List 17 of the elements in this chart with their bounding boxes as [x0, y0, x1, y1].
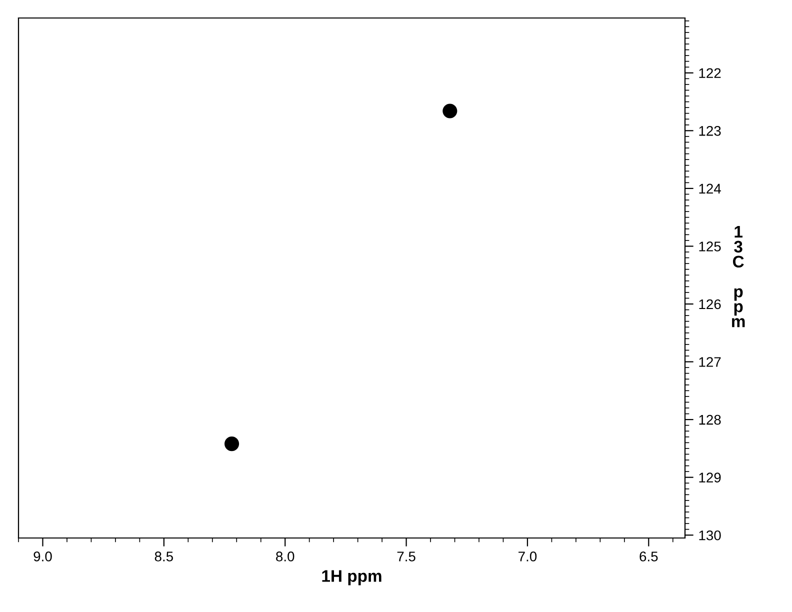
- text: 13C ppm: [732, 226, 745, 328]
- x-axis-title: 1H ppm: [322, 570, 382, 586]
- y-tick-label: 124: [699, 184, 721, 194]
- y-tick-label: 123: [699, 126, 721, 136]
- y-tick-label: 130: [699, 530, 721, 540]
- y-tick-label: 122: [699, 68, 721, 78]
- y-tick-label: 129: [699, 472, 721, 483]
- y-tick-label: 128: [699, 414, 721, 425]
- x-tick-label: 7.5: [397, 552, 416, 562]
- x-tick-label: 6.5: [640, 552, 658, 562]
- x-tick-label: 8.0: [276, 552, 294, 562]
- x-tick-label: 9.0: [34, 552, 52, 562]
- x-tick-label: 8.5: [154, 552, 173, 562]
- y-tick-label: 125: [699, 242, 721, 252]
- y-tick-label: 127: [699, 357, 721, 367]
- y-tick-label: 126: [699, 299, 721, 310]
- x-tick-label: 7.0: [518, 552, 537, 562]
